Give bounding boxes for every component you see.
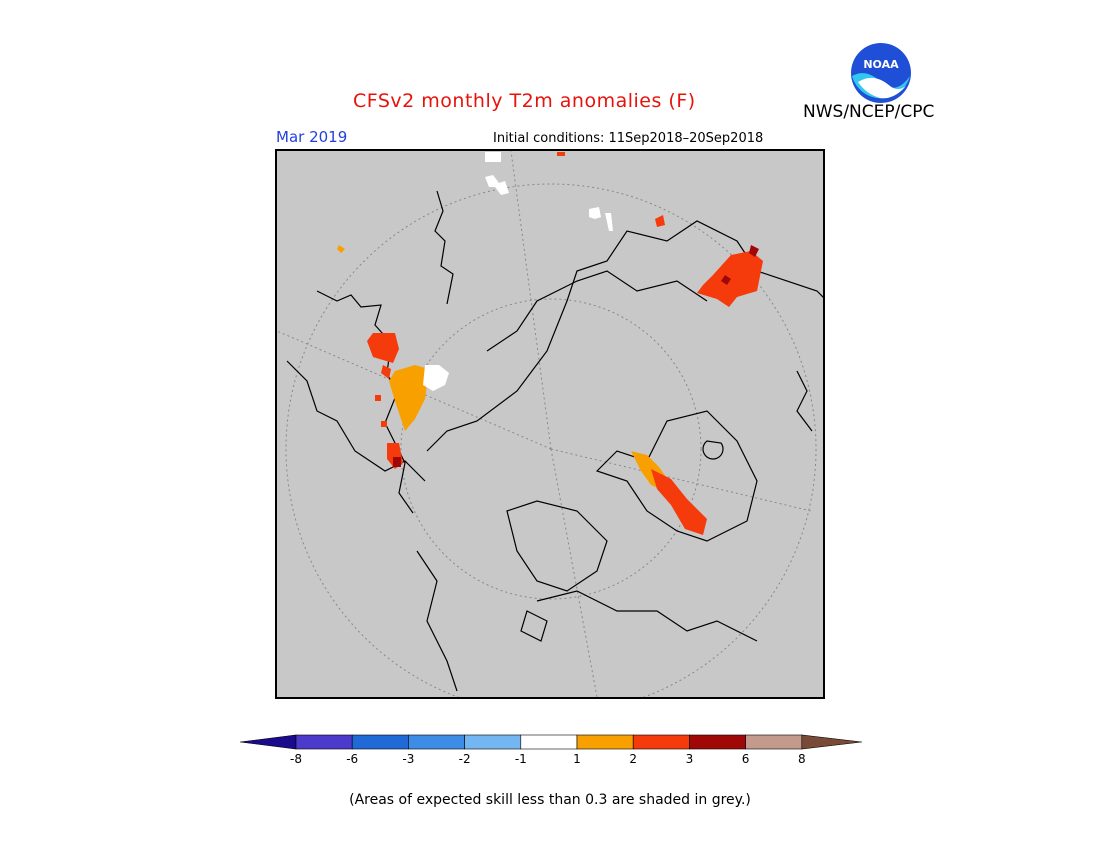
scale-tick-label: -3 xyxy=(402,752,415,766)
scale-tick-label: -6 xyxy=(346,752,359,766)
scale-box xyxy=(632,734,690,750)
scale-arrow-low xyxy=(239,734,297,750)
noaa-logo-icon: NOAA xyxy=(850,42,912,104)
scale-tick-label: 8 xyxy=(797,752,806,766)
polar-map xyxy=(275,149,825,699)
scale-arrow-high xyxy=(801,734,863,750)
coastlines xyxy=(286,190,823,692)
logo-text: NOAA xyxy=(863,58,899,71)
scale-tick-label: 6 xyxy=(741,752,750,766)
graticule xyxy=(277,151,817,697)
scale-tick-label: 3 xyxy=(685,752,694,766)
chart-title: CFSv2 monthly T2m anomalies (F) xyxy=(353,90,696,112)
scale-tick-label: -1 xyxy=(514,752,527,766)
anomaly-patches xyxy=(337,152,763,535)
scale-box xyxy=(689,734,746,750)
scale-tick-label: 2 xyxy=(629,752,638,766)
skill-footnote: (Areas of expected skill less than 0.3 a… xyxy=(349,792,751,808)
scale-box xyxy=(520,734,578,750)
agency-label: NWS/NCEP/CPC xyxy=(803,102,935,122)
scale-box xyxy=(295,734,353,750)
forecast-month: Mar 2019 xyxy=(276,128,348,146)
color-scale-bar xyxy=(239,734,863,750)
scale-tick-label: -8 xyxy=(290,752,302,766)
scale-tick-label: 1 xyxy=(573,752,581,766)
color-scale xyxy=(239,733,863,751)
map-canvas xyxy=(277,151,823,697)
scale-box xyxy=(464,734,522,750)
scale-tick-label: -2 xyxy=(458,752,471,766)
initial-conditions: Initial conditions: 11Sep2018–20Sep2018 xyxy=(493,131,764,146)
scale-box xyxy=(745,734,803,750)
scale-box xyxy=(576,734,634,750)
scale-box xyxy=(408,734,465,750)
scale-box xyxy=(351,734,409,750)
